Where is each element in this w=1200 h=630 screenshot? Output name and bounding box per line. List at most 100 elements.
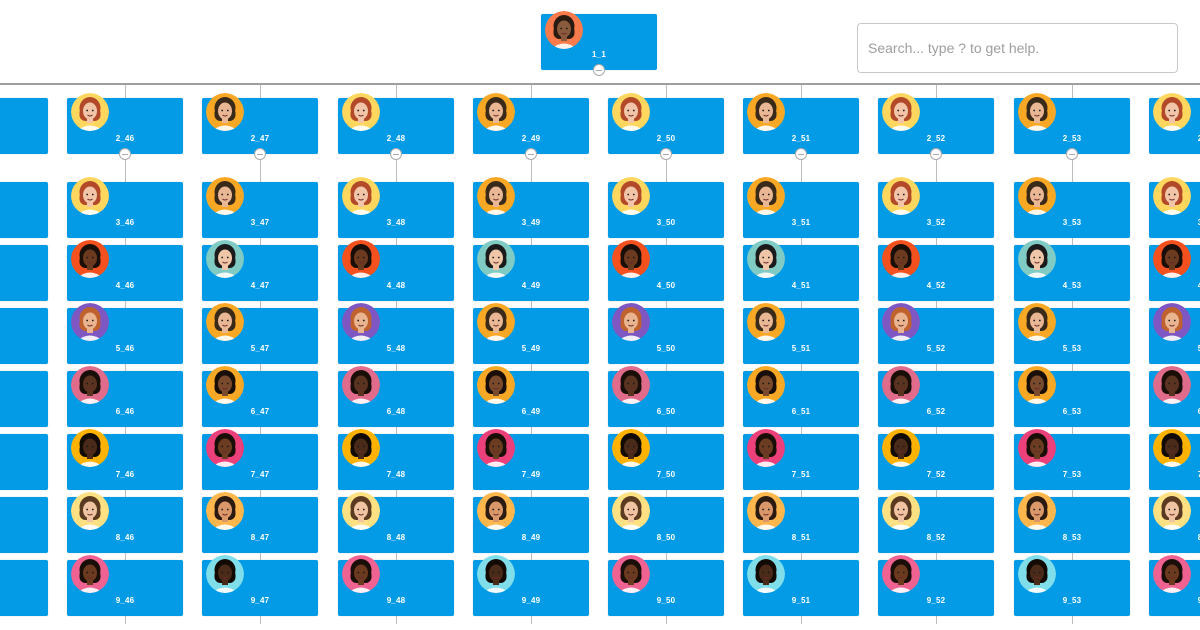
org-node[interactable]: 6_46: [67, 366, 183, 427]
org-node[interactable]: 5_52: [878, 303, 994, 364]
collapse-toggle[interactable]: [254, 148, 266, 160]
org-node[interactable]: 6_49: [473, 366, 589, 427]
org-node[interactable]: 9_47: [202, 555, 318, 616]
org-node[interactable]: 8_47: [202, 492, 318, 553]
org-node[interactable]: 9_48: [338, 555, 454, 616]
org-node[interactable]: 2_47: [202, 93, 318, 154]
org-node[interactable]: 8_52: [878, 492, 994, 553]
org-node[interactable]: 6_51: [743, 366, 859, 427]
org-node[interactable]: 2_52: [878, 93, 994, 154]
org-node[interactable]: 7_48: [338, 429, 454, 490]
org-node[interactable]: 3_54: [1149, 177, 1200, 238]
org-node[interactable]: 2_53: [1014, 93, 1130, 154]
org-node[interactable]: 9_51: [743, 555, 859, 616]
collapse-toggle[interactable]: [1066, 148, 1078, 160]
org-node[interactable]: 5_49: [473, 303, 589, 364]
person-avatar: [612, 240, 650, 278]
org-node[interactable]: 2_49: [473, 93, 589, 154]
org-node[interactable]: 4_45: [0, 245, 48, 301]
org-node[interactable]: 7_53: [1014, 429, 1130, 490]
org-node[interactable]: 7_52: [878, 429, 994, 490]
org-node[interactable]: 7_54: [1149, 429, 1200, 490]
org-node[interactable]: 2_54: [1149, 93, 1200, 154]
org-node[interactable]: 8_48: [338, 492, 454, 553]
person-avatar: [1153, 303, 1191, 341]
collapse-toggle[interactable]: [119, 148, 131, 160]
node-label: 7_46: [115, 470, 135, 479]
org-node[interactable]: 6_45: [0, 371, 48, 427]
org-node[interactable]: 7_49: [473, 429, 589, 490]
org-node[interactable]: 3_51: [743, 177, 859, 238]
org-node-root[interactable]: 1_1: [541, 11, 657, 70]
org-node[interactable]: 6_48: [338, 366, 454, 427]
org-node[interactable]: 7_46: [67, 429, 183, 490]
org-node[interactable]: 4_47: [202, 240, 318, 301]
org-node[interactable]: 4_50: [608, 240, 724, 301]
org-node[interactable]: 3_52: [878, 177, 994, 238]
org-node[interactable]: 3_46: [67, 177, 183, 238]
org-node[interactable]: 8_51: [743, 492, 859, 553]
collapse-toggle[interactable]: [795, 148, 807, 160]
org-node[interactable]: 6_47: [202, 366, 318, 427]
org-node[interactable]: 5_45: [0, 308, 48, 364]
org-node[interactable]: 3_47: [202, 177, 318, 238]
collapse-toggle[interactable]: [525, 148, 537, 160]
org-node[interactable]: 9_46: [67, 555, 183, 616]
org-node[interactable]: 9_52: [878, 555, 994, 616]
org-node[interactable]: 4_51: [743, 240, 859, 301]
org-node[interactable]: 7_45: [0, 434, 48, 490]
org-node[interactable]: 5_47: [202, 303, 318, 364]
org-node[interactable]: 9_53: [1014, 555, 1130, 616]
org-node[interactable]: 3_48: [338, 177, 454, 238]
org-node[interactable]: 6_53: [1014, 366, 1130, 427]
org-node[interactable]: 3_53: [1014, 177, 1130, 238]
search-box[interactable]: [857, 23, 1178, 73]
org-node[interactable]: 9_45: [0, 560, 48, 616]
org-node[interactable]: 8_46: [67, 492, 183, 553]
org-node[interactable]: 6_52: [878, 366, 994, 427]
org-node[interactable]: 8_49: [473, 492, 589, 553]
collapse-toggle[interactable]: [390, 148, 402, 160]
org-node[interactable]: 7_50: [608, 429, 724, 490]
org-node[interactable]: 7_47: [202, 429, 318, 490]
org-node[interactable]: 9_54: [1149, 555, 1200, 616]
org-node[interactable]: 3_50: [608, 177, 724, 238]
org-node[interactable]: 3_45: [0, 182, 48, 238]
org-node[interactable]: 3_49: [473, 177, 589, 238]
org-node[interactable]: 7_51: [743, 429, 859, 490]
org-node[interactable]: 2_45: [0, 98, 48, 154]
node-label: 6_45: [0, 407, 48, 416]
org-node[interactable]: 2_50: [608, 93, 724, 154]
org-node[interactable]: 5_48: [338, 303, 454, 364]
org-node[interactable]: 8_54: [1149, 492, 1200, 553]
person-avatar: [747, 93, 785, 131]
org-node[interactable]: 4_54: [1149, 240, 1200, 301]
org-node[interactable]: 2_46: [67, 93, 183, 154]
org-node[interactable]: 2_48: [338, 93, 454, 154]
org-node[interactable]: 6_54: [1149, 366, 1200, 427]
search-input[interactable]: [858, 24, 1177, 72]
node-label: 4_51: [791, 281, 811, 290]
org-node[interactable]: 8_50: [608, 492, 724, 553]
org-node[interactable]: 4_52: [878, 240, 994, 301]
org-node[interactable]: 9_50: [608, 555, 724, 616]
org-node[interactable]: 8_53: [1014, 492, 1130, 553]
collapse-toggle[interactable]: [593, 64, 605, 76]
org-node[interactable]: 2_51: [743, 93, 859, 154]
org-node[interactable]: 5_51: [743, 303, 859, 364]
org-node[interactable]: 4_53: [1014, 240, 1130, 301]
org-node[interactable]: 5_53: [1014, 303, 1130, 364]
org-node[interactable]: 4_49: [473, 240, 589, 301]
collapse-toggle[interactable]: [660, 148, 672, 160]
org-node[interactable]: 4_48: [338, 240, 454, 301]
person-avatar: [747, 366, 785, 404]
org-node[interactable]: 5_50: [608, 303, 724, 364]
org-node[interactable]: 4_46: [67, 240, 183, 301]
org-node[interactable]: 5_54: [1149, 303, 1200, 364]
collapse-toggle[interactable]: [930, 148, 942, 160]
org-node[interactable]: 5_46: [67, 303, 183, 364]
org-node[interactable]: 6_50: [608, 366, 724, 427]
org-node[interactable]: 8_45: [0, 497, 48, 553]
org-node[interactable]: 9_49: [473, 555, 589, 616]
